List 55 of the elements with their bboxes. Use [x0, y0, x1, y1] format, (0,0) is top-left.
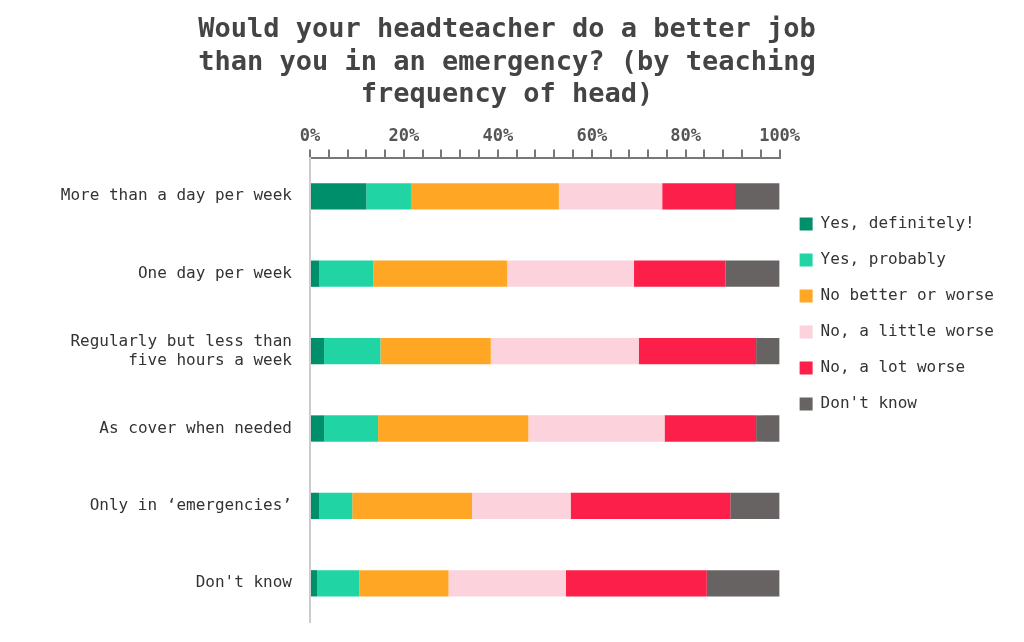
legend-label: No better or worse: [820, 285, 994, 305]
bar: [352, 492, 473, 520]
bar: [373, 260, 508, 287]
bar: [706, 570, 780, 597]
x-tick-label: 20%: [388, 124, 421, 145]
bar: [730, 492, 780, 520]
bar: [490, 337, 639, 365]
bar: [638, 337, 757, 365]
bar: [664, 415, 757, 442]
x-tick-label: 60%: [576, 124, 608, 145]
bar: [311, 260, 320, 287]
bar: [472, 492, 571, 520]
bar: [378, 415, 529, 442]
chart-title: Would your headteacher do a better job than you in an emergency? (by teaching frequency of head): [198, 12, 816, 109]
y-tick-label: One day per week: [137, 262, 293, 282]
bar: [410, 183, 559, 210]
bar: [359, 570, 449, 597]
bar: [380, 337, 491, 365]
legend-label: Yes, definitely!: [820, 213, 975, 233]
y-tick-label: Only in ‘emergencies’: [89, 495, 292, 515]
y-tick-label: Don't know: [195, 572, 293, 592]
y-tick-label: As cover when needed: [99, 417, 292, 437]
bar: [311, 337, 325, 365]
bar: [756, 337, 780, 365]
bar: [311, 183, 367, 210]
bar: [565, 570, 707, 597]
legend-label: No, a little worse: [820, 321, 994, 341]
bar: [558, 183, 663, 210]
y-tick-label: Regularly but less than five hours a week: [70, 330, 293, 369]
bar: [634, 260, 726, 287]
x-tick-label: 40%: [482, 124, 514, 145]
bar: [662, 183, 735, 210]
bar: [324, 337, 381, 365]
legend-label: No, a lot worse: [820, 357, 966, 377]
x-tick-label: 100%: [759, 124, 801, 145]
bar: [735, 183, 780, 210]
bar: [311, 415, 325, 442]
bar: [317, 570, 360, 597]
bar: [507, 260, 635, 287]
y-tick-label: More than a day per week: [60, 185, 293, 205]
bar: [725, 260, 780, 287]
bar: [448, 570, 566, 597]
bar: [324, 415, 379, 442]
bar: [311, 492, 320, 520]
bar: [319, 492, 353, 520]
x-tick-label: 80%: [670, 124, 702, 145]
bar: [311, 570, 318, 597]
bar: [756, 415, 780, 442]
x-tick-label: 0%: [299, 124, 321, 145]
legend-label: Don't know: [820, 393, 918, 413]
legend-label: Yes, probably: [820, 249, 947, 269]
bar: [570, 492, 731, 520]
bar: [528, 415, 665, 442]
bar: [319, 260, 374, 287]
bar: [366, 183, 411, 210]
